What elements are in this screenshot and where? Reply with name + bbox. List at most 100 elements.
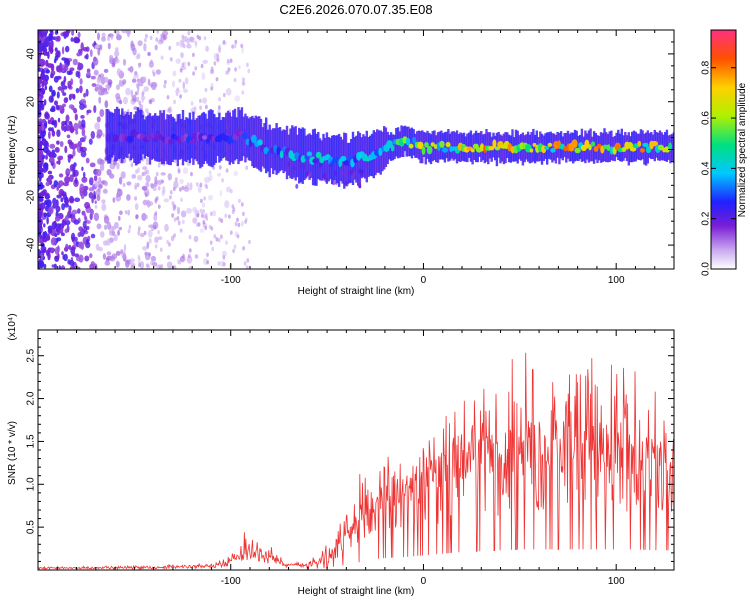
noise-speckle — [204, 225, 208, 231]
noise-speckle — [116, 192, 119, 198]
noise-speckle — [47, 225, 53, 231]
noise-speckle — [134, 203, 139, 211]
snr-axes: -100 0 100 0.5 1.0 1.5 2.0 2.5 — [26, 330, 675, 587]
signal-halo — [620, 128, 623, 162]
noise-speckle — [56, 35, 61, 42]
noise-speckle — [138, 100, 142, 106]
noise-speckle — [176, 41, 180, 47]
noise-speckle — [85, 157, 90, 164]
noise-speckle — [145, 159, 149, 166]
noise-speckle — [173, 217, 177, 222]
signal-halo — [247, 118, 251, 161]
noise-speckle — [61, 219, 65, 227]
x-tick-label: -100 — [221, 275, 241, 286]
noise-speckle — [74, 197, 81, 203]
noise-speckle — [56, 105, 60, 111]
noise-speckle — [160, 172, 166, 176]
signal-halo — [410, 127, 414, 159]
signal-spike — [334, 179, 338, 185]
noise-speckle — [77, 31, 81, 38]
signal-blob — [168, 138, 174, 145]
noise-speckle — [200, 198, 203, 204]
noise-speckle — [184, 185, 188, 190]
signal-blob — [276, 146, 281, 156]
noise-speckle — [133, 106, 138, 110]
noise-speckle — [188, 265, 192, 269]
signal-halo — [454, 132, 457, 160]
noise-speckle — [54, 100, 58, 106]
noise-speckle — [217, 105, 221, 110]
noise-speckle — [118, 79, 123, 85]
noise-speckle — [155, 171, 159, 177]
noise-speckle — [88, 187, 95, 192]
noise-speckle — [72, 93, 76, 100]
noise-speckle — [48, 85, 53, 93]
noise-speckle — [157, 236, 163, 241]
signal-blob — [273, 144, 278, 154]
noise-speckle — [77, 141, 82, 147]
noise-speckle — [126, 194, 131, 201]
noise-speckle — [190, 171, 193, 177]
noise-speckle — [115, 47, 119, 52]
signal-halo — [627, 132, 630, 166]
noise-speckle — [193, 235, 199, 243]
noise-speckle — [137, 226, 141, 231]
noise-speckle — [75, 130, 79, 135]
noise-speckle — [241, 81, 245, 86]
noise-speckle — [154, 211, 158, 216]
noise-speckle — [144, 170, 148, 175]
noise-speckle — [218, 44, 222, 52]
noise-speckle — [66, 134, 71, 139]
noise-speckle — [160, 179, 165, 184]
noise-speckle — [200, 63, 204, 69]
noise-speckle — [146, 157, 149, 162]
noise-speckle — [140, 95, 146, 100]
noise-speckle — [86, 68, 91, 73]
signal-halo — [341, 139, 344, 184]
noise-speckle — [39, 181, 44, 190]
noise-speckle — [56, 140, 60, 145]
noise-speckle — [44, 84, 48, 91]
noise-speckle — [78, 120, 82, 129]
noise-speckle — [53, 180, 59, 188]
spectrogram-panel: -100 0 100 -40 -20 0 20 40 Height of straight l… — [7, 29, 675, 297]
signal-blob — [257, 139, 263, 146]
figure-title: C2E6.2026.070.07.35.E08 — [279, 2, 432, 17]
snr-marks — [38, 352, 674, 570]
noise-speckle — [246, 62, 249, 67]
noise-speckle — [159, 247, 163, 252]
signal-blob — [492, 139, 497, 149]
noise-speckle — [94, 200, 97, 205]
noise-speckle — [51, 120, 56, 126]
noise-speckle — [86, 71, 91, 77]
noise-speckle — [109, 230, 115, 236]
signal-spike — [302, 164, 306, 170]
noise-speckle — [176, 206, 181, 215]
signal-halo — [308, 133, 311, 180]
noise-speckle — [229, 230, 233, 235]
noise-speckle — [43, 223, 46, 228]
noise-speckle — [213, 234, 217, 239]
noise-speckle — [111, 253, 118, 259]
noise-speckle — [225, 88, 232, 96]
noise-speckle — [136, 78, 141, 83]
noise-speckle — [63, 253, 68, 262]
noise-speckle — [71, 209, 78, 215]
signal-spike — [346, 161, 350, 167]
noise-speckle — [121, 30, 128, 34]
noise-speckle — [56, 223, 62, 228]
noise-speckle — [71, 252, 76, 257]
noise-speckle — [222, 92, 226, 98]
noise-speckle — [205, 184, 209, 190]
signal-halo — [409, 128, 412, 157]
noise-speckle — [83, 93, 86, 98]
noise-speckle — [167, 255, 170, 260]
signal-halo — [117, 108, 120, 160]
y-tick-label: -20 — [26, 190, 37, 205]
signal-halo — [112, 113, 115, 155]
noise-speckle — [74, 113, 78, 121]
noise-speckle — [137, 229, 141, 236]
noise-speckle — [94, 122, 101, 130]
signal-spike — [333, 170, 337, 176]
noise-speckle — [67, 139, 73, 145]
